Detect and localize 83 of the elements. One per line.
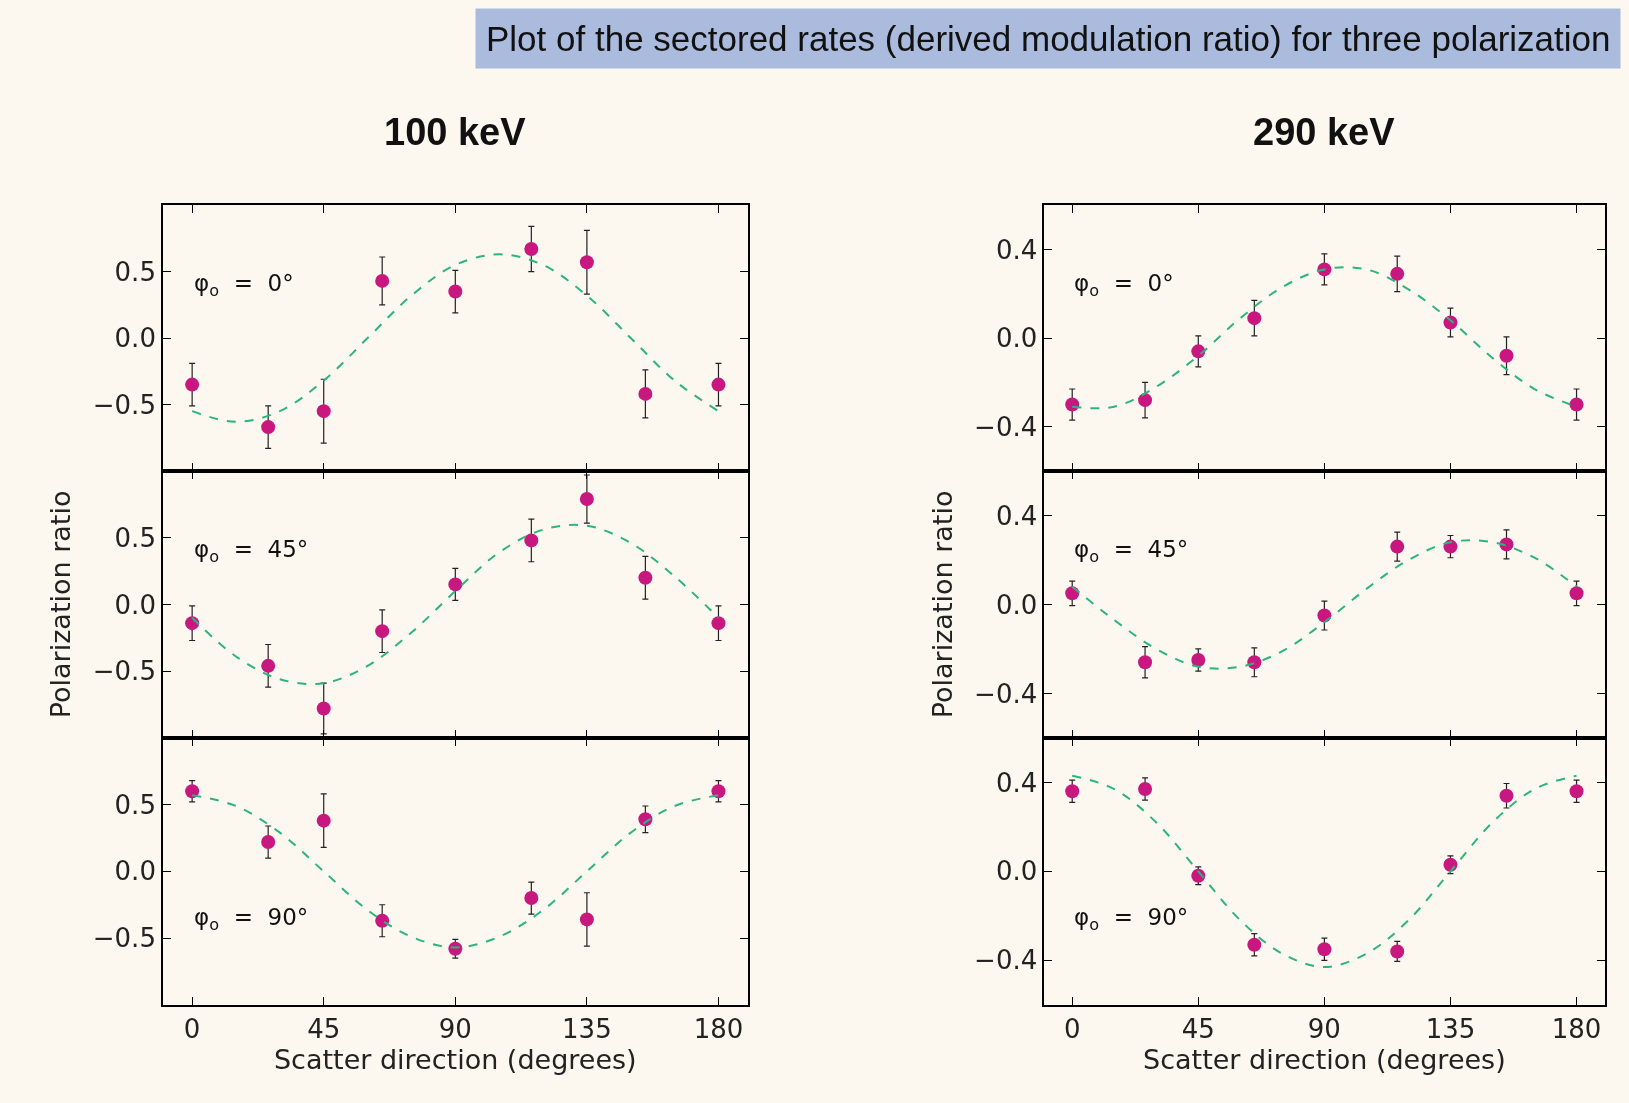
x-tick-label: 180	[1551, 1013, 1602, 1044]
point	[1191, 653, 1206, 668]
chart-subtitle: 100 keV	[384, 111, 527, 153]
x-tick-label: 45	[1181, 1013, 1215, 1044]
point	[261, 658, 276, 673]
y-tick-label: −0.5	[92, 656, 156, 687]
x-tick-label: 0	[183, 1013, 201, 1044]
y-tick-label: 0.5	[114, 256, 156, 287]
y-axis-title: Polarization ratio	[45, 490, 77, 719]
y-tick-label: −0.5	[92, 389, 156, 420]
point	[185, 784, 200, 799]
y-tick-label: 0.0	[114, 856, 156, 887]
y-tick-label: −0.4	[974, 411, 1038, 442]
point	[1569, 397, 1584, 412]
y-tick-label: 0.0	[995, 323, 1038, 354]
point	[1390, 944, 1405, 959]
point	[579, 912, 594, 927]
x-tick-label: 90	[438, 1013, 472, 1044]
point	[711, 616, 726, 631]
point	[1499, 348, 1514, 363]
point	[579, 492, 594, 506]
point	[1247, 937, 1262, 952]
x-tick-label: 90	[1307, 1013, 1341, 1044]
point	[448, 284, 463, 299]
text: Plot of the sectored rates (derived modulation ratio) for three polarization	[486, 19, 1611, 58]
y-tick-label: 0.5	[114, 789, 156, 820]
y-tick-label: 0.0	[995, 589, 1038, 620]
y-axis-title: Polarization ratio	[926, 490, 958, 719]
point	[1390, 539, 1405, 554]
point	[316, 813, 331, 828]
point	[711, 377, 726, 392]
point	[261, 835, 276, 849]
x-tick-label: 135	[1425, 1013, 1476, 1044]
y-tick-label: 0.0	[995, 856, 1038, 887]
point	[316, 404, 331, 419]
annotation: φ$_{o}$ = 90°	[1074, 904, 1189, 934]
y-tick-label: −0.4	[974, 945, 1038, 976]
point	[638, 570, 653, 585]
x-tick-label: 180	[693, 1013, 744, 1044]
point	[1569, 784, 1584, 799]
point	[1138, 782, 1153, 797]
point	[524, 242, 539, 257]
point	[524, 891, 539, 906]
point	[375, 273, 390, 288]
y-tick-label: 0.4	[995, 500, 1038, 531]
point	[1247, 311, 1262, 326]
x-axis-title: Scatter direction (degrees)	[273, 1043, 637, 1075]
point	[1138, 393, 1153, 408]
y-tick-label: 0.4	[995, 234, 1038, 265]
point	[1569, 586, 1584, 601]
annotation: φ$_{o}$ = 45°	[194, 536, 309, 566]
point	[448, 577, 463, 592]
y-tick-label: 0.0	[114, 323, 156, 354]
y-tick-label: 0.4	[995, 767, 1038, 798]
point	[1390, 266, 1405, 281]
point	[1065, 784, 1080, 799]
point	[711, 784, 726, 799]
annotation: φ$_{o}$ = 45°	[1074, 536, 1189, 566]
point	[316, 701, 331, 716]
point	[1317, 942, 1332, 957]
x-axis-title: Scatter direction (degrees)	[1143, 1043, 1506, 1075]
y-tick-label: 0.5	[114, 522, 156, 553]
x-tick-label: 135	[562, 1013, 612, 1044]
point	[375, 624, 390, 639]
x-tick-label: 45	[307, 1013, 341, 1044]
y-tick-label: −0.4	[974, 678, 1038, 709]
line-series	[1071, 774, 1578, 969]
annotation: φ$_{o}$ = 0°	[194, 270, 294, 300]
point	[185, 377, 200, 392]
annotation: φ$_{o}$ = 90°	[194, 904, 309, 934]
point	[638, 386, 653, 401]
point	[579, 255, 594, 270]
point	[1138, 655, 1153, 670]
point	[261, 420, 276, 435]
y-tick-label: −0.5	[92, 923, 156, 954]
annotation: φ$_{o}$ = 0°	[1074, 270, 1174, 300]
line-series	[191, 253, 720, 423]
y-tick-label: 0.0	[114, 589, 156, 620]
point	[524, 533, 539, 548]
chart-subtitle: 290 keV	[1253, 111, 1396, 153]
point	[375, 913, 390, 928]
x-tick-label: 0	[1063, 1013, 1081, 1044]
point	[1499, 788, 1514, 803]
